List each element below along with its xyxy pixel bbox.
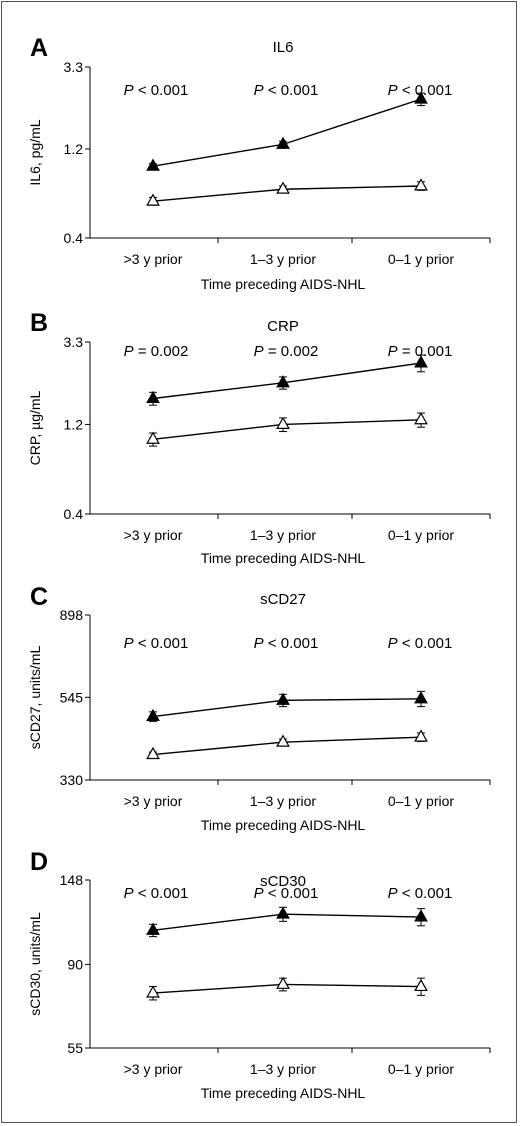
p-value-label: P < 0.001 xyxy=(388,82,453,99)
series-filled-point xyxy=(276,375,290,388)
series-filled-line xyxy=(152,98,422,167)
x-tick-label: 0–1 y prior xyxy=(388,527,454,543)
y-tick-label: 3.3 xyxy=(64,59,84,75)
series-open-point xyxy=(414,412,428,425)
x-tick-label: 0–1 y prior xyxy=(388,1061,454,1077)
x-tick-label: >3 y prior xyxy=(124,527,183,543)
series-filled-point xyxy=(276,692,290,705)
y-tick-label: 0.4 xyxy=(64,506,84,522)
series-open-point xyxy=(146,193,160,206)
y-axis-title: sCD30, units/mL xyxy=(27,912,43,1016)
p-value-label: P < 0.001 xyxy=(124,82,189,99)
x-tick-label: 1–3 y prior xyxy=(250,527,316,543)
panel-letter: D xyxy=(30,848,48,876)
chart-title: sCD27 xyxy=(260,591,306,608)
p-value-label: P < 0.001 xyxy=(254,82,319,99)
series-open-point xyxy=(146,431,160,444)
p-value-label: P < 0.001 xyxy=(254,635,319,652)
series-open-point xyxy=(414,729,428,742)
series-filled-point xyxy=(276,906,290,919)
series-open-point xyxy=(276,734,290,747)
series-open-point xyxy=(276,181,290,194)
x-tick-label: 1–3 y prior xyxy=(250,1061,316,1077)
series-filled-point xyxy=(414,355,428,368)
x-axis-title: Time preceding AIDS-NHL xyxy=(201,817,366,833)
series-open-point xyxy=(276,416,290,429)
p-value-label: P = 0.001 xyxy=(388,343,453,360)
y-tick-label: 90 xyxy=(67,956,83,972)
y-axis-title: CRP, µg/mL xyxy=(27,390,43,465)
series-filled-point xyxy=(276,136,290,149)
y-tick-label: 55 xyxy=(67,1040,83,1056)
y-tick-label: 330 xyxy=(60,772,84,788)
series-open-point xyxy=(414,978,428,992)
panel-a: A IL6 0.4 1.2 3.3 IL6, pg/mL >3 y prior 1–3 y p… xyxy=(27,34,491,292)
x-tick-label: >3 y prior xyxy=(124,793,183,809)
x-axis-title: Time preceding AIDS-NHL xyxy=(201,276,366,292)
series-filled-point xyxy=(414,691,428,704)
p-value-label: P < 0.001 xyxy=(388,885,453,902)
y-tick-label: 898 xyxy=(60,607,84,623)
series-filled-point xyxy=(146,708,160,722)
series-open-point xyxy=(414,178,428,191)
y-tick-label: 1.2 xyxy=(64,141,84,157)
x-tick-label: 0–1 y prior xyxy=(388,251,454,267)
y-tick-label: 0.4 xyxy=(64,230,84,246)
p-value-label: P < 0.001 xyxy=(124,635,189,652)
p-value-label: P < 0.001 xyxy=(254,885,319,902)
series-filled-line xyxy=(152,362,422,400)
chart-title: CRP xyxy=(267,318,299,335)
x-tick-label: 0–1 y prior xyxy=(388,793,454,809)
x-tick-label: 1–3 y prior xyxy=(250,793,316,809)
chart-title: sCD30 xyxy=(260,873,306,890)
series-filled-point xyxy=(414,91,428,104)
x-tick-label: >3 y prior xyxy=(124,1061,183,1077)
series-filled-point xyxy=(146,158,160,171)
x-tick-label: 1–3 y prior xyxy=(250,251,316,267)
x-axis-title: Time preceding AIDS-NHL xyxy=(201,550,366,566)
y-axis-title: IL6, pg/mL xyxy=(27,119,43,185)
x-axis-title: Time preceding AIDS-NHL xyxy=(201,1085,366,1101)
y-axis-title: sCD27, units/mL xyxy=(27,646,43,750)
chart-title: IL6 xyxy=(273,39,294,56)
panel-b: B CRP 0.4 1.2 3.3 CRP, µg/mL >3 y prior 1–3 y p… xyxy=(27,309,491,566)
x-tick-label: >3 y prior xyxy=(124,251,183,267)
p-value-label: P < 0.001 xyxy=(388,635,453,652)
p-value-label: P = 0.002 xyxy=(124,343,189,360)
series-open-point xyxy=(146,746,160,760)
series-open-line xyxy=(152,419,422,441)
y-tick-label: 148 xyxy=(60,872,84,888)
panel-letter: A xyxy=(30,34,48,62)
series-filled-point xyxy=(146,922,160,935)
p-value-label: P < 0.001 xyxy=(124,885,189,902)
y-tick-label: 1.2 xyxy=(64,416,84,432)
series-open-point xyxy=(276,976,290,989)
panel-letter: B xyxy=(30,309,48,337)
series-filled-point xyxy=(146,390,160,403)
panel-letter: C xyxy=(30,583,48,611)
series-filled-point xyxy=(414,909,428,922)
y-tick-label: 545 xyxy=(60,689,84,705)
series-open-point xyxy=(146,985,160,998)
y-tick-label: 3.3 xyxy=(64,334,84,350)
p-value-label: P = 0.002 xyxy=(254,343,319,360)
